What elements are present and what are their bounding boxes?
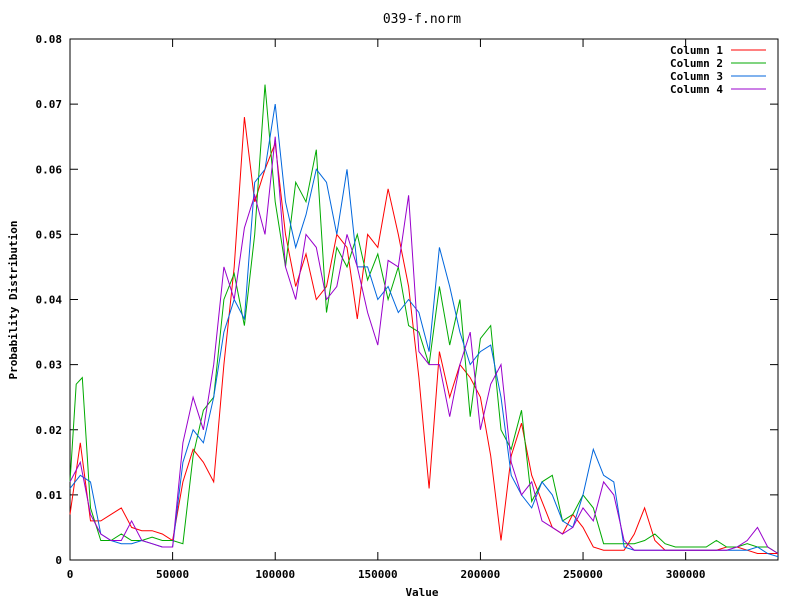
series-line-3 (69, 104, 779, 558)
plot-area-frame (69, 38, 779, 561)
y-tick-label: 0.07 (36, 98, 63, 111)
y-tick-label: 0.08 (36, 33, 63, 46)
y-tick-label: 0 (55, 554, 62, 567)
x-tick-label: 150000 (358, 568, 398, 581)
y-tick-label: 0.01 (36, 489, 63, 502)
x-axis-title: Value (405, 586, 438, 599)
legend-label-4: Column 4 (670, 83, 723, 96)
x-tick-label: 200000 (461, 568, 501, 581)
series-line-2 (69, 84, 779, 554)
series-line-4 (69, 136, 779, 554)
legend-label-3: Column 3 (670, 70, 723, 83)
series-line-1 (69, 117, 778, 554)
axis-ticks (69, 38, 778, 561)
y-tick-label: 0.02 (36, 424, 63, 437)
x-tick-label: 100000 (255, 568, 295, 581)
legend-label-2: Column 2 (670, 57, 723, 70)
x-tick-label: 0 (67, 568, 74, 581)
x-tick-label: 250000 (563, 568, 603, 581)
y-tick-label: 0.06 (36, 163, 63, 176)
x-tick-label: 50000 (156, 568, 189, 581)
y-tick-label: 0.05 (36, 228, 63, 241)
y-axis-title: Probability Distribution (7, 221, 20, 380)
chart-title: 039-f.norm (383, 12, 461, 27)
x-tick-label: 300000 (666, 568, 706, 581)
y-tick-label: 0.04 (36, 294, 63, 307)
axis-tick-labels: 0 50000 100000 150000 200000 250000 300000 0 0.0… (36, 33, 706, 581)
legend-label-1: Column 1 (670, 44, 723, 57)
series-lines (69, 84, 779, 558)
y-tick-label: 0.03 (36, 359, 63, 372)
